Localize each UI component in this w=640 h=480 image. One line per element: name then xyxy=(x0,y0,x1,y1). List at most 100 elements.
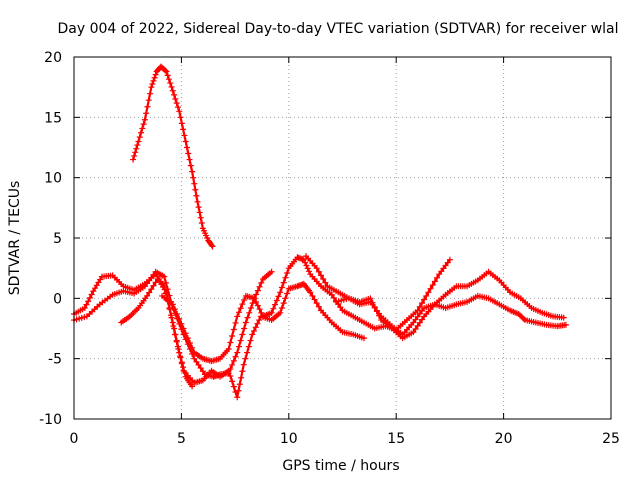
data-point-marker xyxy=(164,72,171,79)
data-point-marker xyxy=(284,290,291,297)
data-point-marker xyxy=(234,349,241,356)
x-tick-label: 25 xyxy=(602,431,620,447)
data-point-marker xyxy=(173,100,180,107)
data-point-marker xyxy=(171,306,178,313)
data-point-marker xyxy=(229,378,236,385)
data-point-marker xyxy=(431,278,438,285)
data-point-marker xyxy=(560,314,567,321)
data-point-marker xyxy=(328,291,335,298)
data-point-marker xyxy=(446,256,453,263)
data-point-marker xyxy=(139,125,146,132)
data-point-marker xyxy=(177,114,184,121)
data-point-marker xyxy=(130,156,137,163)
data-point-marker xyxy=(421,296,428,303)
data-point-marker xyxy=(242,355,249,362)
data-point-marker xyxy=(227,373,234,380)
data-point-marker xyxy=(427,285,434,292)
data-point-marker xyxy=(410,329,417,336)
data-point-marker xyxy=(235,309,242,316)
data-point-marker xyxy=(412,325,419,332)
data-point-marker xyxy=(232,319,239,326)
data-point-marker xyxy=(143,110,150,117)
data-point-marker xyxy=(247,304,254,311)
data-point-marker xyxy=(191,355,198,362)
axis-ticks xyxy=(73,56,612,420)
data-point-marker xyxy=(183,144,190,151)
data-point-marker xyxy=(303,262,310,269)
data-point-marker xyxy=(311,296,318,303)
data-point-marker xyxy=(140,121,147,128)
x-tick-label: 5 xyxy=(177,431,186,447)
data-point-marker xyxy=(198,220,205,227)
x-tick-label: 10 xyxy=(280,431,298,447)
series-track-a xyxy=(71,271,196,390)
data-point-marker xyxy=(416,319,423,326)
data-point-marker xyxy=(168,314,175,321)
chart-title: Day 004 of 2022, Sidereal Day-to-day VTE… xyxy=(57,21,618,37)
data-point-marker xyxy=(282,274,289,281)
y-tick-label: -5 xyxy=(48,352,62,368)
data-point-marker xyxy=(239,368,246,375)
data-point-marker xyxy=(208,242,215,249)
data-point-marker xyxy=(240,361,247,368)
data-point-marker xyxy=(273,297,280,304)
data-point-marker xyxy=(225,367,232,374)
data-point-marker xyxy=(272,301,279,308)
data-point-marker xyxy=(150,77,157,84)
data-point-marker xyxy=(175,346,182,353)
data-point-marker xyxy=(180,126,187,133)
data-point-marker xyxy=(256,306,263,313)
data-point-marker xyxy=(135,138,142,145)
data-point-marker xyxy=(258,309,265,316)
data-point-marker xyxy=(187,162,194,169)
data-point-marker xyxy=(165,76,172,83)
series-track-d xyxy=(159,254,453,365)
data-point-marker xyxy=(236,381,243,388)
data-point-marker xyxy=(254,320,261,327)
series-track-c xyxy=(118,276,367,401)
data-point-marker xyxy=(86,294,93,301)
data-point-marker xyxy=(371,304,378,311)
data-point-marker xyxy=(184,335,191,342)
data-point-marker xyxy=(177,353,184,360)
data-point-marker xyxy=(330,294,337,301)
data-point-marker xyxy=(309,292,316,299)
data-point-marker xyxy=(178,320,185,327)
x-tick-label: 20 xyxy=(495,431,513,447)
data-point-marker xyxy=(190,174,197,181)
y-tick-label: 10 xyxy=(44,171,62,187)
data-point-marker xyxy=(244,314,251,321)
data-point-marker xyxy=(253,291,260,298)
data-point-marker xyxy=(268,268,275,275)
data-point-marker xyxy=(192,186,199,193)
x-tick-label: 15 xyxy=(387,431,405,447)
data-point-marker xyxy=(169,301,176,308)
data-point-marker xyxy=(173,338,180,345)
data-point-marker xyxy=(161,273,168,280)
data-point-marker xyxy=(149,81,156,88)
data-point-marker xyxy=(172,95,179,102)
data-point-marker xyxy=(337,304,344,311)
data-point-marker xyxy=(244,349,251,356)
data-point-marker xyxy=(423,292,430,299)
data-point-marker xyxy=(186,339,193,346)
data-point-marker xyxy=(251,327,258,334)
data-point-marker xyxy=(234,394,241,401)
data-point-marker xyxy=(83,301,90,308)
data-point-marker xyxy=(136,134,143,141)
data-point-marker xyxy=(191,180,198,187)
data-point-marker xyxy=(174,311,181,318)
data-point-marker xyxy=(193,358,200,365)
data-point-marker xyxy=(376,312,383,319)
data-point-marker xyxy=(369,299,376,306)
data-point-marker xyxy=(230,357,237,364)
data-point-marker xyxy=(313,300,320,307)
data-point-marker xyxy=(151,74,158,81)
data-point-marker xyxy=(434,274,441,281)
data-point-marker xyxy=(249,331,256,338)
data-point-marker xyxy=(284,269,291,276)
data-point-marker xyxy=(146,289,153,296)
data-point-marker xyxy=(280,279,287,286)
data-point-marker xyxy=(174,104,181,111)
data-point-marker xyxy=(229,361,236,368)
